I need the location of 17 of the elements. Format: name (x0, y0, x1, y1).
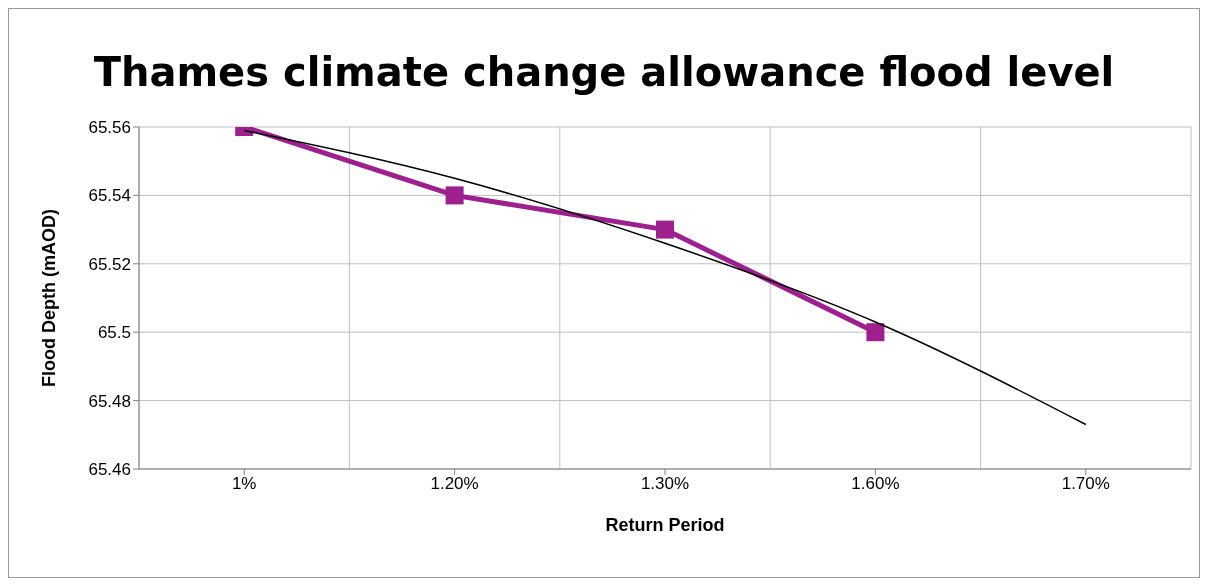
x-axis-title: Return Period (605, 515, 725, 535)
y-tick-label: 65.52 (88, 254, 131, 274)
y-tick-label: 65.48 (88, 391, 131, 411)
y-tick-label: 65.46 (88, 460, 131, 480)
y-tick-label: 65.56 (88, 118, 131, 138)
x-tick-label: 1.60% (851, 474, 900, 494)
point (866, 323, 885, 342)
point (656, 220, 674, 239)
y-tick-label: 65.5 (97, 323, 131, 343)
point (445, 186, 464, 205)
y-axis-title: Flood Depth (mAOD) (39, 209, 60, 387)
x-tick-label: 1.30% (640, 474, 690, 494)
x-tick-label: 1.20% (430, 474, 479, 494)
x-tick-label: 1% (231, 474, 257, 494)
y-tick-label: 65.54 (88, 186, 131, 206)
x-tick-label: 1.70% (1061, 474, 1110, 494)
chart-title: Thames climate change allowance flood level (92, 49, 1116, 95)
